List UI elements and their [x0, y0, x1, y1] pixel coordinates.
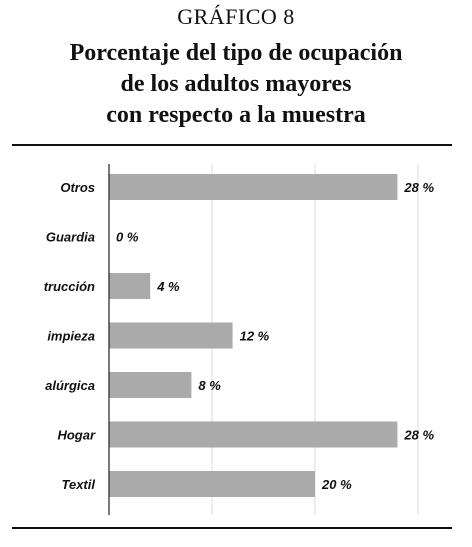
value-label: 4 %	[156, 279, 180, 294]
value-label: 28 %	[403, 180, 434, 195]
category-label: Guardia	[46, 230, 95, 245]
bar	[109, 471, 315, 497]
value-label: 12 %	[240, 329, 270, 344]
bar	[109, 372, 192, 398]
bar	[109, 421, 398, 448]
bottom-rule	[12, 527, 452, 529]
chart-title-line-3: con respecto a la muestra	[106, 102, 366, 128]
chart-title-line-2: de los adultos mayores	[120, 71, 352, 97]
category-label: trucción	[44, 279, 95, 294]
bar	[109, 322, 233, 349]
bar	[109, 273, 151, 299]
top-rule	[12, 144, 452, 146]
category-label: Textil	[62, 477, 96, 492]
chart-overline: GRÁFICO 8	[177, 4, 295, 29]
category-label: impieza	[47, 329, 95, 344]
bar	[109, 174, 398, 200]
value-label: 0 %	[116, 230, 139, 245]
value-label: 20 %	[321, 477, 352, 492]
category-label: Hogar	[57, 428, 96, 443]
chart-title-line-1: Porcentaje del tipo de ocupación	[69, 40, 403, 66]
value-label: 28 %	[403, 428, 434, 443]
category-label: alúrgica	[45, 378, 95, 393]
category-label: Otros	[60, 180, 95, 195]
value-label: 8 %	[198, 378, 221, 393]
